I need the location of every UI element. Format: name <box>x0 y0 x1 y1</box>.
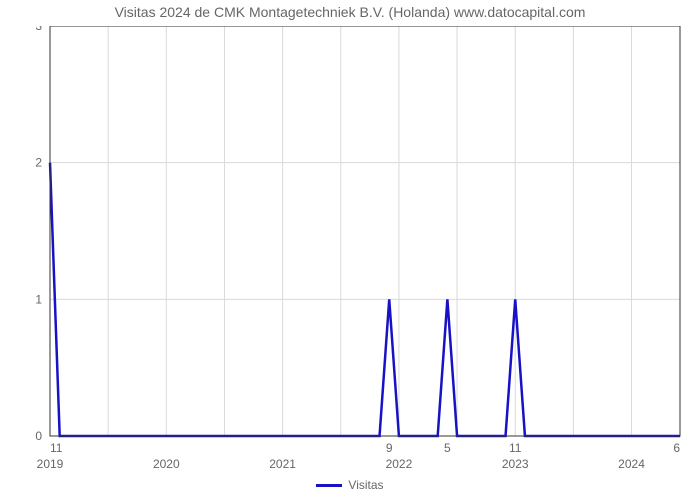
point-labels: 11 9 5 11 6 <box>50 441 680 455</box>
svg-text:11: 11 <box>50 441 63 455</box>
svg-text:2: 2 <box>35 156 42 170</box>
legend-label: Visitas <box>348 478 383 492</box>
legend-swatch <box>316 484 342 487</box>
svg-text:2019: 2019 <box>37 457 64 471</box>
plot-area: 11 9 5 11 6 0 1 2 3 2019 2020 2021 2022 2023 2024 <box>10 26 700 486</box>
svg-text:2020: 2020 <box>153 457 180 471</box>
y-axis-labels: 0 1 2 3 <box>35 26 42 443</box>
gridlines <box>50 26 680 436</box>
svg-text:9: 9 <box>386 441 393 455</box>
svg-text:2023: 2023 <box>502 457 529 471</box>
x-axis-labels: 2019 2020 2021 2022 2023 2024 <box>37 457 646 471</box>
axis-border <box>50 26 680 436</box>
svg-text:5: 5 <box>444 441 451 455</box>
svg-text:2021: 2021 <box>269 457 296 471</box>
svg-text:11: 11 <box>509 441 522 455</box>
chart-title: Visitas 2024 de CMK Montagetechniek B.V.… <box>0 4 700 20</box>
chart-container: Visitas 2024 de CMK Montagetechniek B.V.… <box>0 0 700 500</box>
svg-text:6: 6 <box>673 441 680 455</box>
svg-text:0: 0 <box>35 429 42 443</box>
svg-text:1: 1 <box>35 292 42 306</box>
legend: Visitas <box>0 478 700 492</box>
svg-text:2024: 2024 <box>618 457 645 471</box>
svg-text:3: 3 <box>35 26 42 33</box>
svg-text:2022: 2022 <box>386 457 413 471</box>
